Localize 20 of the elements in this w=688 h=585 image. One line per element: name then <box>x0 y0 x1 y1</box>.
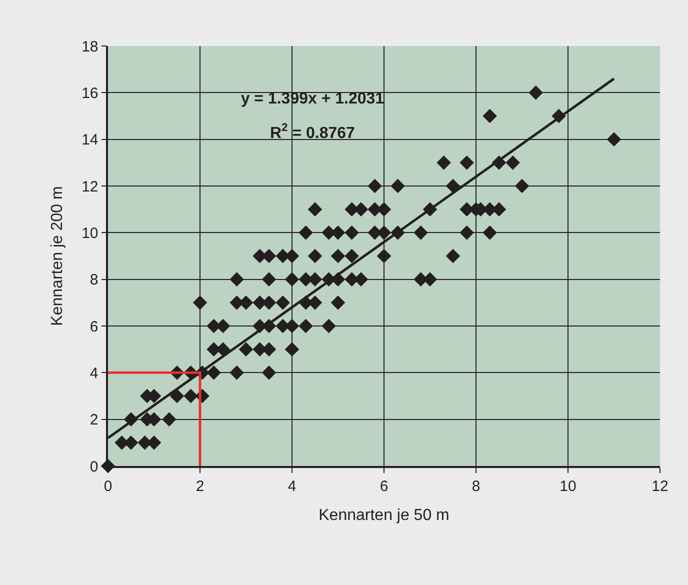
y-axis-title: Kennarten je 200 m <box>48 186 66 326</box>
x-tick-label: 4 <box>288 478 296 495</box>
y-tick-label: 16 <box>82 84 98 102</box>
y-tick-label: 14 <box>82 132 98 149</box>
y-tick-label: 8 <box>90 272 98 289</box>
x-tick-label: 12 <box>652 478 668 495</box>
x-tick-label: 8 <box>472 478 480 495</box>
y-tick-label: 2 <box>90 412 98 429</box>
x-tick-label: 6 <box>380 478 388 495</box>
y-tick-label: 10 <box>82 224 98 242</box>
x-tick-label: 2 <box>196 478 204 495</box>
annotation: R$^{2}$ = 0.8767 <box>270 122 356 142</box>
x-tick-label: 10 <box>560 478 576 495</box>
y-tick-label: 0 <box>90 458 98 476</box>
y-tick-label: 12 <box>82 178 98 196</box>
y-tick-label: 6 <box>90 318 98 336</box>
y-tick-label: 18 <box>82 38 98 56</box>
x-tick-label: 0 <box>104 478 112 495</box>
x-axis-title: Kennarten je 50 m <box>318 506 450 524</box>
y-tick-label: 4 <box>90 364 98 382</box>
